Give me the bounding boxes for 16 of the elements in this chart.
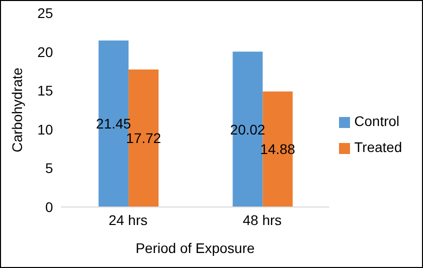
legend-label: Treated: [354, 139, 402, 155]
bar: [128, 69, 159, 207]
y-tick-label: 20: [37, 44, 54, 60]
y-tick-label: 5: [45, 160, 54, 176]
legend-label: Control: [354, 113, 400, 129]
y-tick-label: 10: [37, 121, 54, 138]
y-axis-title: Carbohydrate: [8, 67, 25, 152]
x-axis-title: Period of Exposure: [136, 240, 255, 256]
y-tick-label: 0: [45, 198, 54, 215]
x-tick-label: 24 hrs: [108, 212, 148, 228]
bar: [262, 92, 293, 207]
bar: [232, 52, 263, 207]
y-tick-label: 25: [37, 4, 54, 21]
y-tick-label: 15: [37, 82, 54, 99]
x-tick-label: 48 hrs: [242, 212, 282, 228]
bar: [98, 40, 129, 207]
